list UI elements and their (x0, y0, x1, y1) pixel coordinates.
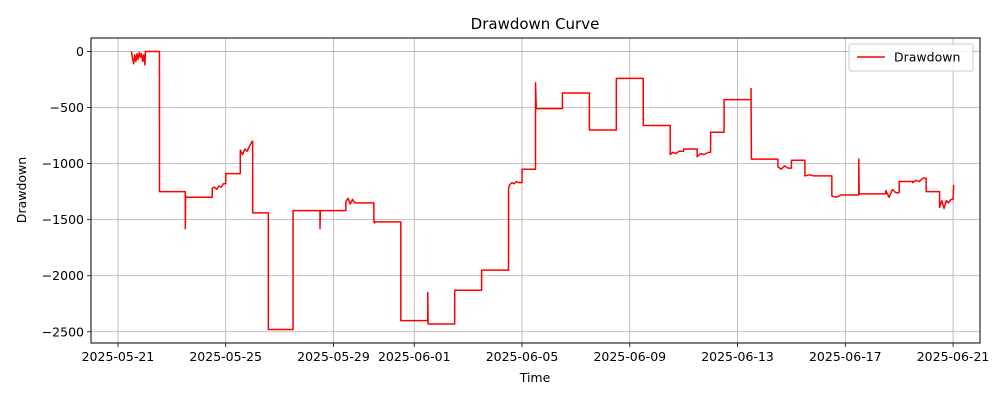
legend: Drawdown (848, 43, 974, 72)
x-tick-label: 2025-06-13 (701, 349, 774, 364)
y-tick-label: −2000 (42, 268, 84, 283)
x-tick-label: 2025-06-01 (378, 349, 451, 364)
y-tick-label: −500 (50, 100, 84, 115)
y-tick-label: 0 (76, 44, 84, 59)
y-ticks: 0 −500 −1000 −1500 −2000 −2500 (42, 44, 91, 339)
y-tick-label: −1000 (42, 156, 84, 171)
x-tick-label: 2025-06-21 (917, 349, 990, 364)
legend-box (848, 43, 974, 72)
x-tick-label: 2025-06-05 (486, 349, 559, 364)
legend-label: Drawdown (894, 50, 960, 65)
x-tick-label: 2025-05-29 (297, 349, 370, 364)
x-tick-label: 2025-05-21 (82, 349, 155, 364)
chart-title: Drawdown Curve (471, 15, 600, 33)
y-tick-label: −1500 (42, 212, 84, 227)
plot-line-group (130, 50, 955, 331)
plot-frame (90, 37, 981, 344)
x-tick-label: 2025-06-09 (593, 349, 666, 364)
x-axis-label: Time (519, 370, 551, 385)
x-ticks: 2025-05-21 2025-05-25 2025-05-29 2025-06-01… (82, 343, 990, 364)
y-axis-label: Drawdown (14, 157, 29, 223)
y-tick-label: −2500 (42, 324, 84, 339)
x-tick-label: 2025-06-17 (809, 349, 882, 364)
drawdown-series-line (130, 50, 955, 331)
x-tick-label: 2025-05-25 (189, 349, 262, 364)
